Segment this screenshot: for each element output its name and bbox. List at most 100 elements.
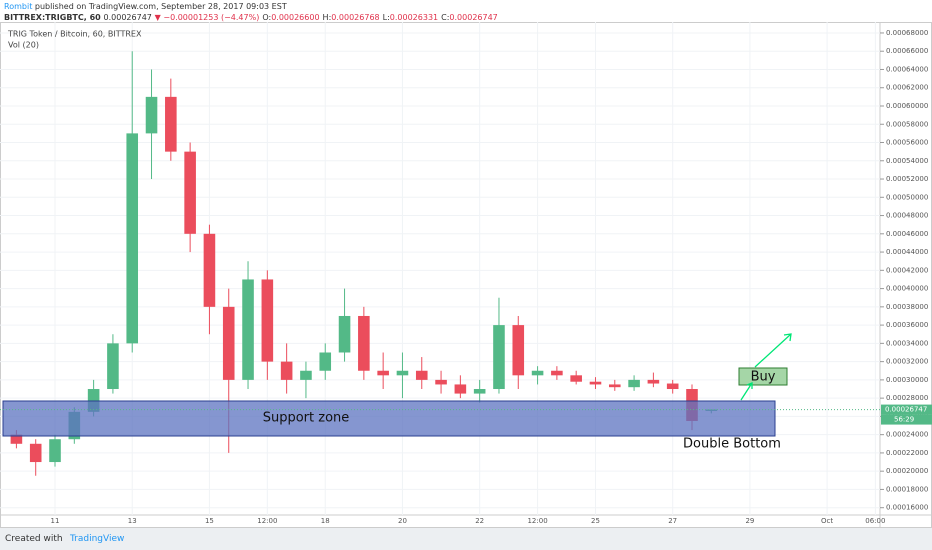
y-tick-label: 0.00024000 xyxy=(886,431,928,439)
candle-body xyxy=(358,315,370,371)
ohlc-key: C: xyxy=(441,13,450,22)
pattern-label: Double Bottom xyxy=(683,437,781,452)
x-tick-label: 22 xyxy=(475,517,484,525)
candle-body xyxy=(107,343,119,390)
zone-label: Support zone xyxy=(263,411,350,426)
x-tick-label: 20 xyxy=(398,517,407,525)
x-tick-label: 27 xyxy=(668,517,677,525)
publish-line: Rombit published on TradingView.com, Sep… xyxy=(4,2,287,11)
x-tick-label: 15 xyxy=(205,517,214,525)
y-tick-label: 0.00020000 xyxy=(886,467,928,475)
y-tick-label: 0.00038000 xyxy=(886,303,928,311)
ohlc-key: L: xyxy=(382,13,390,22)
y-tick-label: 0.00032000 xyxy=(886,358,928,366)
candle-body xyxy=(589,381,602,385)
y-tick-label: 0.00048000 xyxy=(886,212,928,220)
countdown-box xyxy=(881,414,932,425)
ohlc-val: 0.00026600 xyxy=(271,13,320,22)
y-tick-label: 0.00022000 xyxy=(886,449,928,457)
ohlc-val: 0.00026747 xyxy=(449,13,498,22)
candle-body xyxy=(647,379,660,384)
y-tick-label: 0.00034000 xyxy=(886,339,928,347)
created: Created with xyxy=(5,534,63,544)
y-tick-label: 0.00042000 xyxy=(886,266,928,274)
y-tick-label: 0.00046000 xyxy=(886,230,928,238)
y-tick-label: 0.00036000 xyxy=(886,321,928,329)
y-tick-label: 0.00054000 xyxy=(886,157,928,165)
ohlc-val: 0.00026331 xyxy=(389,13,439,22)
candle-body xyxy=(396,370,409,376)
arrow xyxy=(740,382,753,401)
x-tick-label: 12:00 xyxy=(527,517,547,525)
candle-body xyxy=(377,370,389,376)
x-tick-label: Oct xyxy=(821,517,833,525)
candle-body xyxy=(608,384,621,388)
candle-body xyxy=(222,306,235,380)
change: ▼ −0.00001253 (−4.47%) xyxy=(154,13,260,22)
ohlc-key: O: xyxy=(262,13,272,22)
candle-body xyxy=(49,439,61,463)
x-tick-label: 18 xyxy=(321,517,330,525)
y-tick-label: 0.00068000 xyxy=(886,29,928,37)
candle-body xyxy=(261,279,274,362)
candle-body xyxy=(280,361,293,380)
last-price-label: 0.00026747 xyxy=(885,406,927,414)
buy-box xyxy=(738,367,788,386)
frame xyxy=(0,22,932,528)
y-tick-label: 0.00056000 xyxy=(886,139,928,147)
candle-body xyxy=(493,325,505,390)
candle-body xyxy=(319,352,332,371)
author[interactable]: Rombit xyxy=(4,2,33,11)
ohlc: O:0.00026600 H:0.00026768 L:0.00026331 C:0.… xyxy=(259,13,497,22)
candle-body xyxy=(435,379,447,385)
x-tick-label: 11 xyxy=(51,517,60,525)
candle-body xyxy=(165,96,177,152)
last-price-box xyxy=(881,404,932,415)
y-tick-label: 0.00044000 xyxy=(886,248,928,256)
candle-body xyxy=(203,233,216,307)
candle-body xyxy=(338,315,351,353)
x-tick-label: 13 xyxy=(128,517,137,525)
candle-body xyxy=(628,379,640,388)
y-tick-label: 0.00060000 xyxy=(886,102,928,110)
candle-body xyxy=(10,434,23,444)
candle-body xyxy=(454,384,467,394)
y-tick-label: 0.00028000 xyxy=(886,394,928,402)
y-tick-label: 0.00066000 xyxy=(886,47,928,55)
candle-body xyxy=(551,370,563,376)
candle-body xyxy=(570,375,582,382)
support-zone xyxy=(2,400,776,437)
x-tick-label: 06:00 xyxy=(865,517,885,525)
x-tick-label: 12:00 xyxy=(257,517,277,525)
candle-body xyxy=(666,383,679,390)
candle-body xyxy=(126,133,139,344)
symbol: BITTREX:TRIGBTC, 60 xyxy=(4,13,101,22)
footer: Created with TradingView xyxy=(0,528,932,550)
ohlc-key: H: xyxy=(322,13,332,22)
candle-body xyxy=(415,370,428,380)
indicator-label: Vol (20) xyxy=(8,41,39,50)
buy-label: Buy xyxy=(751,370,776,385)
ohlc-val: 0.00026768 xyxy=(331,13,380,22)
published: published on TradingView.com, September … xyxy=(34,2,287,11)
price: 0.00026747 xyxy=(103,13,152,22)
x-tick-label: 29 xyxy=(745,517,754,525)
chart-title: TRIG Token / Bitcoin, 60, BITTREX xyxy=(7,30,142,39)
candle-body xyxy=(473,389,486,394)
candle-body xyxy=(29,443,42,463)
arrows xyxy=(740,333,792,401)
candle-body xyxy=(87,389,100,412)
symbol-line: BITTREX:TRIGBTC, 60 0.00026747 ▼ −0.0000… xyxy=(4,13,498,22)
y-tick-label: 0.00016000 xyxy=(886,504,928,512)
candle-body xyxy=(242,279,254,380)
arrow xyxy=(754,333,792,368)
y-tick-label: 0.00058000 xyxy=(886,120,928,128)
brand[interactable]: TradingView xyxy=(70,534,125,544)
candle-body xyxy=(531,370,544,376)
chart: TRIG Token / Bitcoin, 60, BITTREX Vol (2… xyxy=(0,22,932,528)
y-tick-label: 0.00050000 xyxy=(886,193,928,201)
candle-body xyxy=(184,151,196,234)
y-tick-label: 0.00064000 xyxy=(886,65,928,73)
y-tick-label: 0.00062000 xyxy=(886,84,928,92)
